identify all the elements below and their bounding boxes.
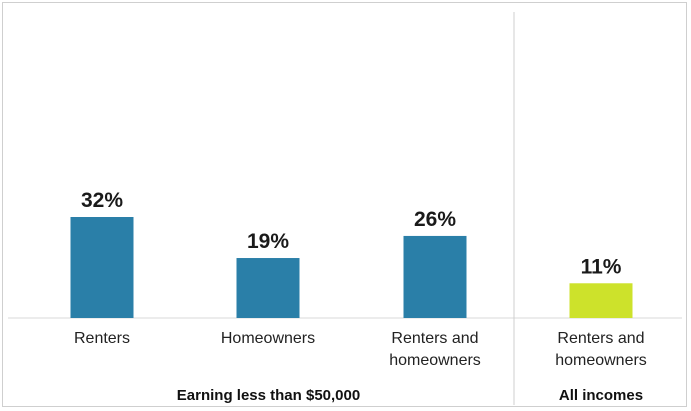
bar — [569, 283, 633, 318]
bar — [236, 258, 300, 318]
chart-frame — [2, 2, 687, 407]
category-label: homeowners — [389, 352, 481, 369]
group-label: Earning less than $50,000 — [177, 387, 360, 404]
category-label: Renters and — [391, 330, 478, 347]
category-label: Homeowners — [221, 330, 315, 347]
value-label: 26% — [414, 208, 456, 231]
category-label: Renters and — [557, 330, 644, 347]
bar — [403, 235, 467, 318]
value-label: 19% — [247, 230, 289, 253]
category-label: Renters — [74, 330, 130, 347]
bar — [70, 217, 134, 318]
value-label: 32% — [81, 189, 123, 212]
category-label: homeowners — [555, 352, 647, 369]
value-label: 11% — [581, 255, 622, 278]
group-label: All incomes — [559, 387, 643, 404]
